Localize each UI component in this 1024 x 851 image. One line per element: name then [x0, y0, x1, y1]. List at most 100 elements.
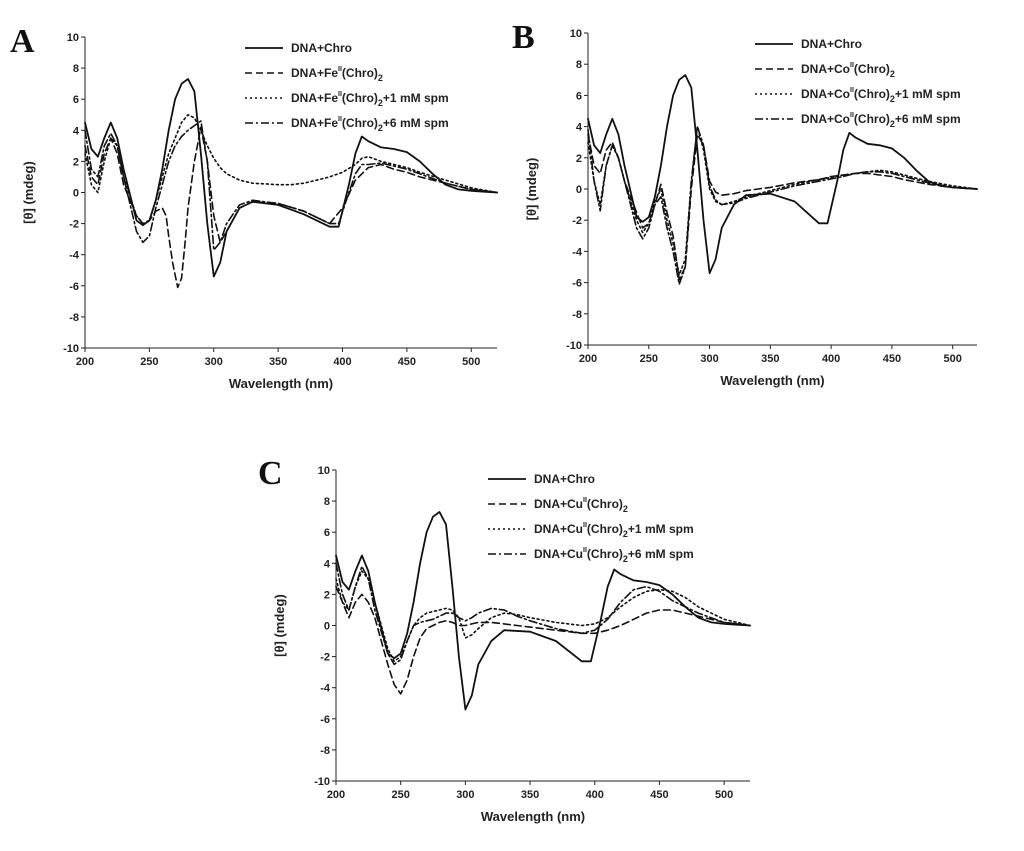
- legend-entry: DNA+Chro: [291, 41, 352, 55]
- y-tick-label: -4: [69, 250, 80, 262]
- legend-label-main: DNA+Fe: [291, 116, 338, 130]
- x-axis-title: Wavelength (nm): [720, 373, 824, 388]
- y-tick-label: -8: [572, 309, 582, 321]
- x-tick-label: 400: [586, 789, 604, 801]
- legend-label-subscript: 2: [623, 529, 628, 539]
- legend-entry: DNA+CoII(Chro)2: [801, 62, 895, 79]
- x-tick-label: 350: [761, 353, 779, 365]
- legend-label-spermine: +1 mM spm: [383, 91, 449, 105]
- panel-letter: A: [10, 23, 35, 60]
- legend-entry: DNA+CoII(Chro)2+6 mM spm: [801, 112, 961, 129]
- panel-letter: B: [512, 19, 535, 56]
- legend-entry: DNA+Chro: [534, 472, 595, 486]
- legend-label-ligand: (Chro): [342, 116, 378, 130]
- legend-label-main: DNA+Fe: [291, 91, 338, 105]
- series-line-solid: [587, 74, 978, 275]
- series-line-solid: [84, 78, 498, 278]
- y-tick-label: -4: [320, 683, 331, 695]
- legend-entry: DNA+CoII(Chro)2+1 mM spm: [801, 87, 961, 104]
- legend-label-subscript: 2: [890, 94, 895, 104]
- panel-A: A -10 -8 -6 -4 -2 0 2 4 6 8 10 200 250 300 350 400 450 500…: [10, 23, 498, 391]
- x-tick-label: 200: [76, 356, 94, 368]
- x-tick-label: 350: [269, 356, 287, 368]
- y-axis-title: [θ] (mdeg): [21, 161, 36, 224]
- x-tick-label: 500: [462, 356, 480, 368]
- legend-entry: DNA+FeII(Chro)2+1 mM spm: [291, 91, 449, 108]
- legend-label-subscript: 2: [890, 119, 895, 129]
- legend-label-ligand: (Chro): [854, 62, 890, 76]
- legend-label-ligand: (Chro): [854, 112, 890, 126]
- y-tick-label: 0: [576, 184, 582, 196]
- legend-label-ligand: (Chro): [342, 66, 378, 80]
- x-tick-label: 200: [327, 789, 345, 801]
- legend-label-subscript: 2: [623, 554, 628, 564]
- legend-label-spermine: +6 mM spm: [628, 547, 694, 561]
- y-tick-label: -6: [320, 714, 330, 726]
- x-tick-label: 300: [700, 353, 718, 365]
- y-tick-label: -8: [69, 312, 79, 324]
- y-tick-label: 10: [570, 28, 582, 40]
- y-axis-title: [θ] (mdeg): [524, 158, 539, 221]
- series-line-dashed: [587, 133, 978, 281]
- legend-label-subscript: 2: [378, 123, 383, 133]
- x-tick-label: 450: [398, 356, 416, 368]
- legend-label-ligand: (Chro): [587, 497, 623, 511]
- legend-entry: DNA+CuII(Chro)2: [534, 497, 628, 514]
- series-line-dashed: [335, 585, 751, 695]
- legend-label-main: DNA+Co: [801, 112, 850, 126]
- y-tick-label: 8: [576, 59, 582, 71]
- y-tick-label: -10: [63, 343, 79, 355]
- legend-label-subscript: 2: [378, 98, 383, 108]
- legend-entry: DNA+Chro: [801, 37, 862, 51]
- legend-label-oxidation: II: [850, 62, 854, 69]
- series-line-dashdot: [84, 120, 498, 251]
- x-tick-label: 400: [822, 353, 840, 365]
- x-tick-label: 400: [333, 356, 351, 368]
- y-tick-label: -10: [566, 340, 582, 352]
- legend-label-oxidation: II: [583, 522, 587, 529]
- legend-label-main: DNA+Chro: [801, 37, 862, 51]
- legend-label-main: DNA+Chro: [291, 41, 352, 55]
- y-tick-label: -10: [314, 776, 330, 788]
- legend-label-subscript: 2: [378, 73, 383, 83]
- legend-label-ligand: (Chro): [587, 522, 623, 536]
- legend-label-oxidation: II: [583, 547, 587, 554]
- legend-label-main: DNA+Cu: [534, 522, 583, 536]
- x-tick-label: 350: [521, 789, 539, 801]
- legend-label-main: DNA+Cu: [534, 547, 583, 561]
- legend-label-spermine: +1 mM spm: [895, 87, 961, 101]
- y-tick-label: 10: [318, 465, 330, 477]
- y-tick-label: -2: [69, 219, 79, 231]
- x-tick-label: 300: [456, 789, 474, 801]
- legend-label-spermine: +6 mM spm: [383, 116, 449, 130]
- y-tick-label: 10: [67, 32, 79, 44]
- series-line-solid: [335, 511, 751, 711]
- legend-label-ligand: (Chro): [587, 547, 623, 561]
- legend-label-oxidation: II: [338, 66, 342, 73]
- legend-label-subscript: 2: [890, 69, 895, 79]
- panel-B: B -10 -8 -6 -4 -2 0 2 4 6 8 10 200 250 300 350 400 450 500…: [512, 19, 978, 388]
- y-tick-label: 6: [576, 90, 582, 102]
- legend-label-main: DNA+Chro: [534, 472, 595, 486]
- legend-label-oxidation: II: [338, 91, 342, 98]
- x-tick-label: 250: [140, 356, 158, 368]
- y-tick-label: 0: [73, 188, 79, 200]
- legend-label-oxidation: II: [850, 112, 854, 119]
- x-axis-title: Wavelength (nm): [229, 376, 333, 391]
- legend-label-subscript: 2: [623, 504, 628, 514]
- x-tick-label: 250: [640, 353, 658, 365]
- x-tick-label: 300: [205, 356, 223, 368]
- x-tick-label: 250: [392, 789, 410, 801]
- legend-label-main: DNA+Co: [801, 62, 850, 76]
- panel-C: C -10 -8 -6 -4 -2 0 2 4 6 8 10 200 250 300 350 400 450 500…: [258, 455, 751, 824]
- y-tick-label: 4: [576, 122, 583, 134]
- legend-label-oxidation: II: [338, 116, 342, 123]
- series-line-dashdot: [335, 562, 751, 666]
- series-line-dashed: [84, 126, 498, 289]
- y-tick-label: 2: [73, 156, 79, 168]
- series-line-dotted: [84, 114, 498, 225]
- legend-entry: DNA+CuII(Chro)2+6 mM spm: [534, 547, 694, 564]
- y-tick-label: 0: [324, 621, 330, 633]
- y-tick-label: -8: [320, 745, 330, 757]
